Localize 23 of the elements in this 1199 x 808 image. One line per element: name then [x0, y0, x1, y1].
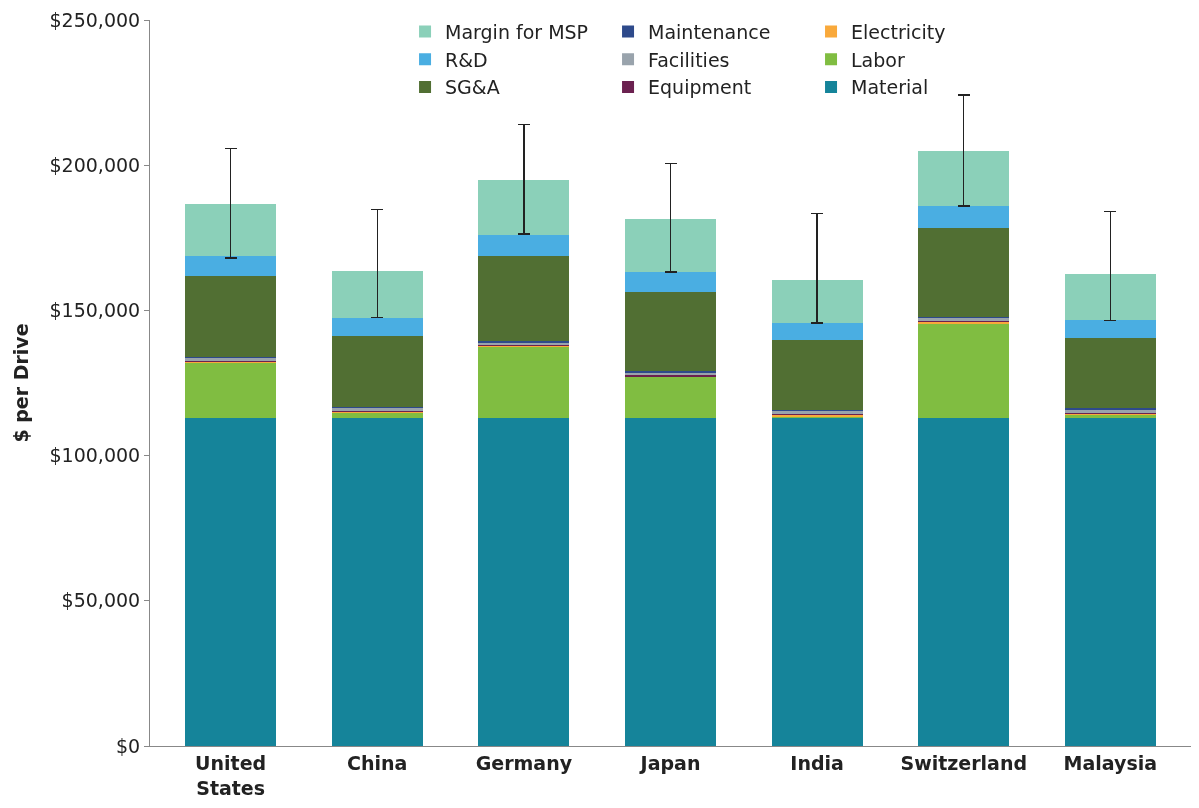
x-tick-label: China [347, 751, 408, 774]
y-axis-title: $ per Drive [10, 323, 33, 443]
legend-label: Electricity [851, 21, 946, 43]
legend-label: Material [851, 76, 929, 99]
y-tick-label: $100,000 [49, 444, 141, 467]
legend-label: Equipment [648, 76, 752, 99]
x-tick-label: Malaysia [1063, 751, 1158, 774]
x-tick-label: Japan [638, 751, 701, 774]
legend-label: R&D [445, 48, 488, 71]
y-tick-label: $50,000 [61, 589, 141, 612]
x-tick-label: India [790, 751, 844, 774]
legend-label: Margin for MSP [445, 21, 589, 43]
legend-label: SG&A [445, 76, 500, 99]
legend-label: Labor [851, 48, 905, 71]
legend-label: Maintenance [648, 21, 771, 43]
x-tick-label: Germany [475, 751, 573, 774]
x-tick-label: United States [195, 751, 267, 799]
y-tick-label: $0 [116, 734, 141, 757]
y-tick-label: $150,000 [49, 299, 141, 322]
x-tick-label: Switzerland [900, 751, 1028, 774]
y-tick-label: $200,000 [49, 153, 141, 176]
y-tick-label: $250,000 [49, 8, 141, 31]
legend-label: Facilities [648, 48, 730, 71]
